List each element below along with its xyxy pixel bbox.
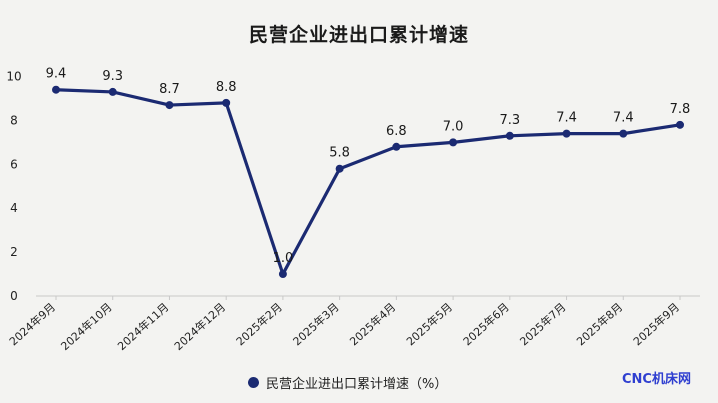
x-tick-label: 2025年4月 (347, 300, 399, 349)
legend: 民营企业进出口累计增速（%） (248, 373, 447, 392)
data-label: 7.4 (613, 111, 634, 126)
series-line (55, 88, 681, 276)
x-tick-label: 2024年12月 (171, 300, 228, 353)
data-point (392, 142, 401, 151)
data-label: 8.7 (159, 82, 180, 97)
x-tick-label: 2025年7月 (517, 300, 569, 349)
y-tick-label: 8 (10, 113, 18, 127)
y-axis-ticks: 0 2 4 6 8 10 (6, 70, 21, 303)
data-point (619, 129, 628, 138)
x-tick-label: 2024年10月 (58, 300, 115, 353)
y-tick-label: 10 (6, 70, 21, 84)
watermark: CNC机床网 (622, 372, 691, 387)
data-point (335, 164, 344, 173)
data-point (505, 131, 514, 140)
data-label: 9.4 (46, 67, 67, 82)
x-tick-label: 2024年11月 (115, 300, 172, 353)
x-tick-label: 2025年5月 (403, 300, 455, 349)
data-label: 7.3 (499, 113, 520, 128)
data-label: 6.8 (386, 124, 407, 139)
data-label: 1.0 (273, 251, 294, 266)
data-point (108, 87, 117, 96)
x-tick-label: 2025年9月 (630, 300, 682, 349)
legend-label: 民营企业进出口累计增速（%） (266, 377, 448, 392)
x-tick-label: 2025年6月 (460, 300, 512, 349)
chart-title: 民营企业进出口累计增速 (248, 24, 469, 46)
data-label: 9.3 (102, 69, 123, 84)
x-tick-label: 2025年2月 (233, 300, 285, 349)
data-label: 7.4 (556, 111, 577, 126)
data-point (165, 101, 174, 110)
y-tick-label: 2 (10, 245, 18, 259)
y-tick-label: 0 (10, 289, 18, 303)
data-point (676, 120, 684, 129)
data-points (52, 85, 684, 279)
data-point (562, 129, 571, 138)
data-label: 7.0 (443, 119, 464, 134)
x-tick-label: 2024年9月 (6, 300, 58, 349)
data-point (449, 138, 458, 147)
y-tick-label: 4 (10, 201, 18, 215)
data-labels: 9.4 9.3 8.7 8.8 1.0 5.8 6.8 7.0 7.3 7.4 7.4 7.8 (46, 67, 691, 266)
y-tick-label: 6 (10, 157, 18, 171)
data-label: 5.8 (329, 146, 350, 161)
data-point (52, 85, 60, 94)
data-label: 7.8 (670, 102, 691, 117)
data-point (278, 270, 287, 279)
data-label: 8.8 (216, 80, 237, 95)
x-tick-label: 2025年3月 (290, 300, 342, 349)
x-tick-label: 2025年8月 (574, 300, 626, 349)
data-point (222, 98, 231, 107)
legend-swatch (248, 377, 259, 388)
x-axis-ticks: 2024年9月 2024年10月 2024年11月 2024年12月 2025年2月 20… (6, 296, 682, 353)
